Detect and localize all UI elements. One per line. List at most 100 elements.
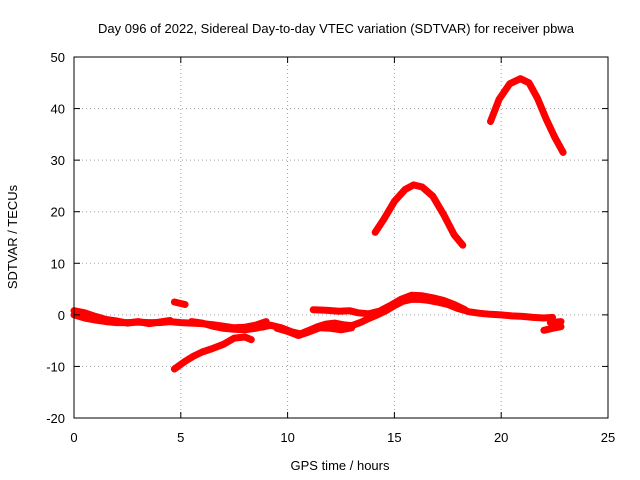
data-point — [316, 324, 323, 331]
data-point — [331, 319, 338, 327]
data-point — [540, 314, 548, 322]
data-point — [252, 325, 259, 332]
data-point — [408, 292, 415, 299]
data-point — [487, 118, 494, 125]
data-point — [476, 310, 484, 317]
data-point — [241, 333, 249, 341]
data-point — [440, 211, 447, 218]
data-point — [248, 336, 255, 343]
series-line-track-2 — [70, 307, 174, 328]
data-point — [418, 292, 426, 299]
data-point — [198, 319, 206, 327]
data-point — [365, 310, 372, 318]
data-point — [337, 326, 345, 334]
data-point — [559, 149, 567, 156]
data-point — [380, 216, 387, 223]
data-point — [273, 325, 281, 332]
data-point — [557, 318, 565, 325]
y-tick-label: 40 — [51, 102, 65, 117]
data-point — [231, 334, 238, 342]
data-point — [418, 183, 426, 191]
data-point — [190, 352, 197, 360]
data-point — [487, 311, 494, 318]
data-point — [410, 181, 417, 189]
data-point — [284, 328, 291, 335]
data-point — [429, 193, 437, 200]
data-point — [451, 231, 458, 239]
x-tick-label: 5 — [177, 430, 184, 445]
y-tick-label: 10 — [51, 256, 65, 271]
data-point — [198, 348, 206, 356]
data-point — [348, 324, 355, 331]
data-point — [181, 301, 189, 308]
y-tick-label: -10 — [46, 359, 65, 374]
data-point — [371, 229, 379, 236]
x-tick-label: 0 — [70, 430, 77, 445]
data-point — [267, 321, 274, 329]
data-point — [102, 316, 110, 323]
data-series — [70, 75, 567, 373]
grid-lines — [74, 57, 608, 418]
data-point — [92, 313, 99, 320]
data-point — [459, 242, 466, 249]
data-point — [401, 186, 409, 193]
data-point — [220, 341, 227, 348]
data-point — [517, 75, 524, 82]
data-point — [357, 319, 364, 326]
x-tick-label: 15 — [387, 430, 401, 445]
data-point — [258, 324, 266, 331]
y-tick-label: -20 — [46, 411, 65, 426]
series-line-track-9 — [371, 181, 467, 249]
data-point — [540, 327, 548, 334]
data-point — [327, 325, 334, 332]
data-point — [391, 198, 398, 205]
data-point — [547, 319, 554, 326]
y-tick-label: 30 — [51, 153, 65, 168]
data-point — [534, 95, 541, 102]
data-point — [495, 96, 503, 103]
data-point — [322, 307, 330, 314]
data-point — [519, 313, 526, 320]
x-tick-label: 10 — [280, 430, 294, 445]
data-point — [376, 308, 383, 315]
axis-ticks: 0 5 10 15 20 25 -20 -10 0 10 20 30 40 50 — [46, 50, 615, 445]
data-point — [346, 307, 353, 314]
data-point — [171, 298, 178, 306]
data-point — [171, 365, 178, 373]
data-point — [525, 79, 533, 86]
y-tick-label: 20 — [51, 205, 65, 220]
data-point — [461, 306, 469, 313]
data-point — [335, 308, 343, 315]
data-point — [209, 323, 217, 330]
data-point — [188, 318, 195, 325]
data-point — [354, 309, 362, 316]
x-tick-label: 25 — [601, 430, 615, 445]
data-point — [177, 319, 184, 326]
data-point — [530, 314, 537, 321]
data-point — [181, 358, 189, 365]
data-point — [542, 115, 550, 123]
data-point — [113, 317, 120, 325]
data-point — [498, 311, 505, 319]
y-tick-label: 50 — [51, 50, 65, 65]
data-point — [209, 345, 217, 352]
data-point — [451, 301, 458, 308]
data-point — [549, 325, 556, 332]
data-point — [81, 309, 88, 316]
data-point — [134, 318, 142, 325]
x-tick-label: 20 — [494, 430, 508, 445]
x-axis-label: GPS time / hours — [291, 458, 390, 473]
data-point — [386, 302, 394, 309]
data-point — [156, 318, 163, 326]
data-point — [231, 326, 238, 333]
data-point — [295, 332, 302, 339]
data-point — [305, 328, 313, 336]
data-point — [166, 317, 174, 324]
data-point — [506, 80, 513, 88]
plot-frame — [73, 56, 609, 419]
data-point — [429, 294, 437, 302]
y-axis-label: SDTVAR / TECUs — [5, 184, 20, 289]
data-point — [310, 306, 317, 313]
data-point — [220, 325, 227, 332]
